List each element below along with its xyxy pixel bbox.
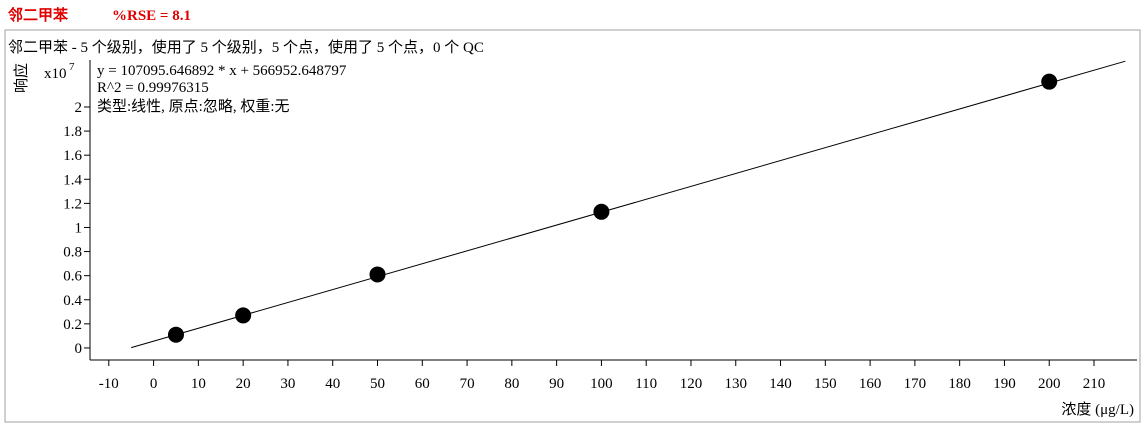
x-tick-label: 100 — [590, 376, 613, 392]
y-tick-label: 0 — [75, 341, 83, 357]
x-tick-label: 110 — [635, 376, 657, 392]
x-tick-label: 10 — [191, 376, 206, 392]
x-tick-label: 120 — [680, 376, 703, 392]
x-tick-label: 90 — [549, 376, 564, 392]
x-tick-label: 170 — [904, 376, 927, 392]
annotation: y = 107095.646892 * x + 566952.648797 — [97, 63, 347, 79]
x-tick-label: 130 — [725, 376, 748, 392]
x-tick-label: -10 — [99, 376, 119, 392]
y-multiplier-exponent: 7 — [69, 61, 75, 73]
y-tick-label: 1.4 — [63, 172, 82, 188]
description: 邻二甲苯 - 5 个级别，使用了 5 个级别，5 个点，使用了 5 个点，0 个… — [8, 39, 484, 56]
x-tick-label: 160 — [859, 376, 882, 392]
x-tick-label: 210 — [1083, 376, 1106, 392]
x-tick-label: 0 — [150, 376, 158, 392]
y-tick-label: 0.4 — [63, 293, 82, 309]
y-tick-label: 1 — [75, 220, 83, 236]
chart-frame — [4, 29, 1141, 423]
x-tick-label: 200 — [1038, 376, 1061, 392]
data-point — [167, 326, 184, 343]
y-tick-label: 2 — [75, 100, 83, 116]
x-tick-label: 140 — [769, 376, 792, 392]
annotation: R^2 = 0.99976315 — [97, 80, 209, 96]
x-tick-label: 20 — [236, 376, 251, 392]
rse-label: %RSE = 8.1 — [112, 8, 191, 24]
x-tick-label: 150 — [814, 376, 837, 392]
y-tick-label: 1.8 — [63, 124, 82, 140]
annotation: 类型:线性, 原点:忽略, 权重:无 — [97, 98, 290, 115]
y-multiplier: x10 — [44, 66, 67, 82]
y-tick-label: 0.2 — [63, 317, 82, 333]
x-tick-label: 70 — [460, 376, 475, 392]
chart-title: 邻二甲苯 — [7, 6, 69, 24]
x-tick-label: 30 — [280, 376, 295, 392]
data-point — [369, 266, 386, 283]
x-tick-label: 190 — [993, 376, 1016, 392]
y-tick-label: 1.2 — [63, 196, 82, 212]
fit-line — [131, 60, 1126, 349]
x-tick-label: 50 — [370, 376, 385, 392]
y-axis-label: 响应 — [12, 63, 30, 93]
x-tick-label: 80 — [504, 376, 519, 392]
x-axis-label: 浓度 (μg/L) — [1061, 401, 1134, 418]
data-point — [593, 203, 610, 220]
y-tick-label: 1.6 — [63, 148, 82, 164]
y-tick-label: 0.6 — [63, 269, 82, 285]
x-tick-label: 180 — [948, 376, 971, 392]
y-tick-label: 0.8 — [63, 245, 82, 261]
data-point — [235, 307, 252, 324]
data-point — [1041, 73, 1058, 90]
x-tick-label: 40 — [325, 376, 340, 392]
x-tick-label: 60 — [415, 376, 430, 392]
